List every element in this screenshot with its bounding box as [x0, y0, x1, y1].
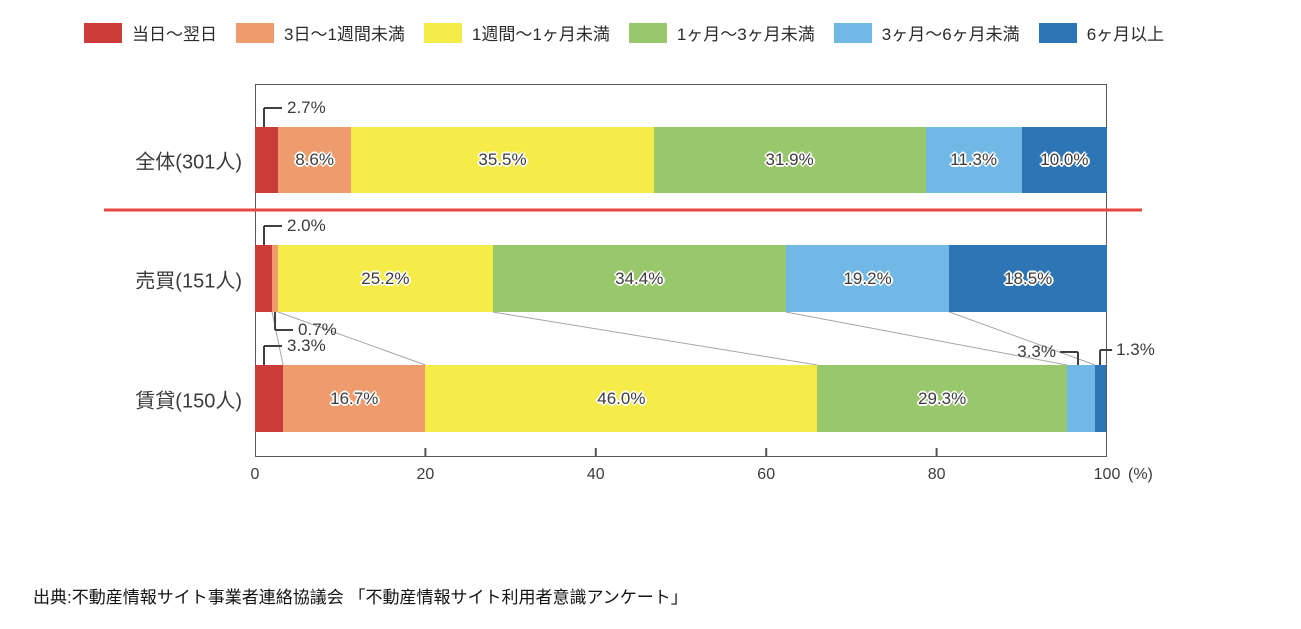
bar-segment [1021, 127, 1107, 193]
segment-value-label: 31.9% [765, 150, 814, 169]
segment-value-label: 29.3% [918, 388, 967, 408]
legend-label: 3ヶ月～6ヶ月未満 [881, 25, 1020, 44]
bar-segment [817, 365, 1067, 432]
legend-item-0: 当日～翌日 [84, 20, 217, 45]
x-axis-tick-label: 20 [416, 466, 435, 483]
category-label: 全体(301人) [135, 151, 242, 174]
segment-value-label: 34.4% [615, 268, 664, 288]
category-label: 賃貸(150人) [135, 390, 242, 412]
legend: 当日～翌日 3日～1週間未満 1週間～1ヶ月未満 1ヶ月～3ヶ月未満 3ヶ月～6ヶ月未満… [84, 20, 1164, 45]
x-axis-tick-label: 60 [757, 466, 776, 483]
legend-label: 当日～翌日 [132, 25, 217, 44]
bar-segment [653, 127, 926, 193]
legend-item-1: 3日～1週間未満 [236, 20, 405, 45]
segment-value-label: 19.2% [843, 268, 892, 288]
legend-swatch-icon [833, 22, 872, 43]
callout-value-label: 2.0% [287, 216, 326, 235]
bar-segment [278, 245, 493, 312]
segment-value-label: 11.3% [950, 150, 998, 169]
segment-value-label: 35.5% [478, 150, 527, 169]
segment-value-label: 8.6% [295, 150, 334, 169]
legend-item-5: 6ヶ月以上 [1038, 20, 1165, 45]
bar-segment [925, 127, 1022, 193]
legend-swatch-icon [423, 22, 462, 43]
x-axis-tick-label: 0 [250, 466, 260, 483]
legend-item-2: 1週間～1ヶ月未満 [423, 20, 610, 45]
legend-label: 1週間～1ヶ月未満 [471, 25, 610, 44]
legend-label: 1ヶ月～3ヶ月未満 [676, 25, 815, 44]
legend-swatch-icon [628, 22, 667, 43]
bar-segment [785, 245, 950, 312]
segment-value-label: 10.0% [1040, 150, 1089, 169]
legend-item-4: 3ヶ月～6ヶ月未満 [833, 20, 1020, 45]
bar-segment [1066, 365, 1096, 432]
callout-value-label: 1.3% [1116, 340, 1155, 359]
segment-value-label: 25.2% [361, 268, 410, 288]
callout-value-label: 3.3% [287, 336, 326, 355]
bar-segment [255, 365, 284, 432]
category-label: 売買(151人) [135, 270, 242, 292]
bar-segment [255, 245, 273, 312]
bar-segment [492, 245, 786, 312]
segment-value-label: 46.0% [597, 388, 646, 408]
bar-segment [1095, 365, 1107, 432]
bar-segment [255, 127, 278, 193]
legend-swatch-icon [1038, 22, 1077, 43]
legend-swatch-icon [236, 22, 274, 43]
bar-segment [949, 245, 1107, 312]
x-axis-tick-label: 40 [586, 466, 605, 483]
source-caption: 出典:不動産情報サイト事業者連絡協議会 「不動産情報サイト利用者意識アンケート」 [33, 588, 688, 607]
bar-segment [278, 127, 352, 193]
bar-segment [283, 365, 426, 432]
x-axis-unit-label: (%) [1128, 466, 1153, 483]
callout-value-label: 3.3% [1017, 342, 1056, 361]
bar-segment [425, 365, 818, 432]
legend-swatch-icon [84, 22, 122, 43]
bar-segment [272, 245, 278, 312]
legend-label: 3日～1週間未満 [284, 25, 405, 44]
bar-segment [351, 127, 654, 193]
callout-value-label: 0.7% [298, 320, 337, 339]
legend-label: 6ヶ月以上 [1086, 25, 1165, 44]
callout-value-label: 2.7% [287, 98, 326, 117]
x-axis-tick-label: 80 [927, 466, 946, 483]
segment-value-label: 16.7% [330, 388, 379, 408]
legend-item-3: 1ヶ月～3ヶ月未満 [628, 20, 815, 45]
x-axis-tick-label: 100 [1093, 466, 1121, 483]
segment-value-label: 18.5% [1004, 268, 1053, 288]
